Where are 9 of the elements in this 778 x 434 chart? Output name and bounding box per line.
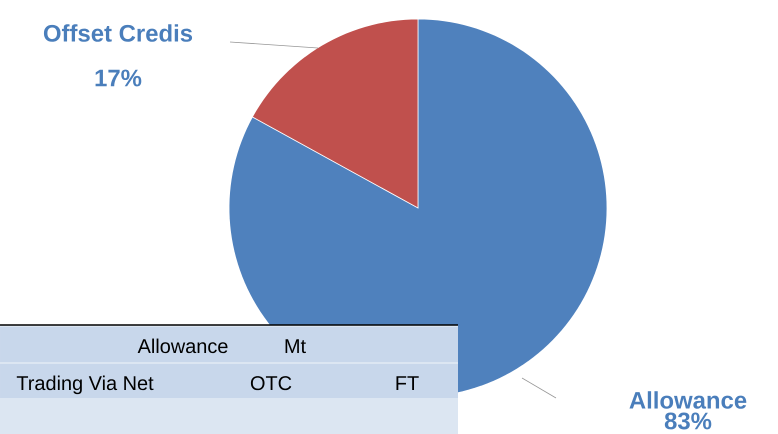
text: Allowance <box>138 338 228 354</box>
data-label: 83% <box>664 412 712 430</box>
text: OTC <box>250 376 292 390</box>
text: Mt <box>286 339 306 354</box>
slice-label: Offset Credis <box>44 24 192 42</box>
text: FT <box>396 376 419 390</box>
slice-label: Allowance <box>629 391 746 409</box>
data-label: 17% <box>96 70 142 86</box>
text: Trading Via Net <box>16 376 154 394</box>
